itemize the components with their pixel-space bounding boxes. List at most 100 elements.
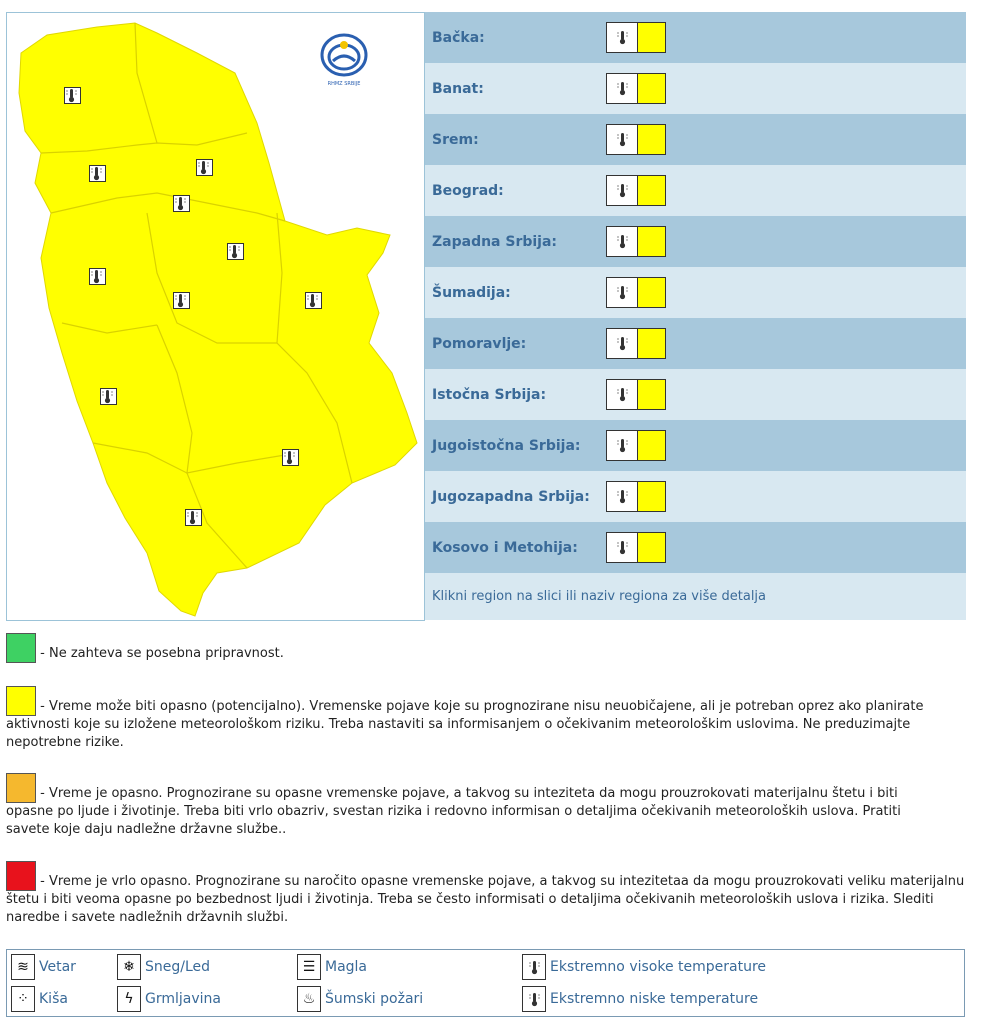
icon-glyph: ♨ [302, 991, 316, 1007]
legend-green-text: - Ne zahteva se posebna pripravnost. [40, 646, 284, 661]
region-label[interactable]: Istočna Srbija: [432, 386, 547, 403]
thermometer-hot-icon [607, 482, 638, 511]
warning-indicator[interactable] [606, 22, 666, 53]
warning-level-swatch [638, 176, 665, 205]
region-label[interactable]: Zapadna Srbija: [432, 233, 558, 250]
warning-level-swatch [638, 227, 665, 256]
region-label[interactable]: Srem: [432, 131, 479, 148]
icon-glyph: ϟ [124, 991, 134, 1007]
thermometer-hot-icon [607, 329, 638, 358]
warning-indicator[interactable] [606, 328, 666, 359]
icon-legend-label: Šumski požari [325, 991, 424, 1007]
thermometer-hot-icon[interactable] [173, 195, 190, 212]
thermometer-cold-icon [522, 986, 546, 1012]
warning-level-swatch [638, 380, 665, 409]
region-row[interactable]: Istočna Srbija: [425, 369, 966, 420]
thermometer-hot-icon[interactable] [196, 159, 213, 176]
warning-indicator[interactable] [606, 379, 666, 410]
thermometer-hot-icon[interactable] [173, 292, 190, 309]
icon-legend-label: Kiša [39, 991, 68, 1007]
region-row[interactable]: Jugoistočna Srbija: [425, 420, 966, 471]
warning-indicator[interactable] [606, 532, 666, 563]
thermometer-hot-icon[interactable] [185, 509, 202, 526]
fog-icon: ☰ [297, 954, 321, 980]
region-label[interactable]: Pomoravlje: [432, 335, 527, 352]
region-label[interactable]: Šumadija: [432, 284, 511, 301]
green-swatch [6, 633, 36, 663]
region-label[interactable]: Kosovo i Metohija: [432, 539, 578, 556]
region-row[interactable]: Srem: [425, 114, 966, 165]
region-row[interactable]: Pomoravlje: [425, 318, 966, 369]
icon-legend-label: Vetar [39, 959, 76, 975]
thermometer-hot-icon [607, 431, 638, 460]
region-row[interactable]: Šumadija: [425, 267, 966, 318]
region-label[interactable]: Jugoistočna Srbija: [432, 437, 581, 454]
warning-indicator[interactable] [606, 175, 666, 206]
map-outline[interactable] [18, 22, 418, 617]
rhmz-logo: RHMZ SRBIJE [319, 31, 369, 89]
orange-swatch [6, 773, 36, 803]
serbia-warning-map[interactable]: RHMZ SRBIJE [6, 12, 425, 621]
icon-glyph: ⁘ [17, 991, 29, 1007]
thermometer-hot-icon[interactable] [227, 243, 244, 260]
region-row[interactable]: Banat: [425, 63, 966, 114]
thermometer-hot-icon [607, 125, 638, 154]
legend-green: - Ne zahteva se posebna pripravnost. [6, 633, 966, 663]
icon-legend-item: Ekstremno niske temperature [522, 986, 758, 1012]
icon-legend: ≋ Vetar ❄ Sneg/Led ☰ Magla Ekstremno visoke te… [6, 949, 965, 1017]
region-row[interactable]: Kosovo i Metohija: [425, 522, 966, 573]
warning-indicator[interactable] [606, 481, 666, 512]
legend-yellow-text: - Vreme može biti opasno (potencijalno).… [6, 699, 924, 750]
region-row[interactable]: Jugozapadna Srbija: [425, 471, 966, 522]
wind-icon: ≋ [11, 954, 35, 980]
region-row[interactable]: Beograd: [425, 165, 966, 216]
legend-orange: - Vreme je opasno. Prognozirane su opasn… [6, 773, 936, 839]
warning-level-swatch [638, 23, 665, 52]
icon-legend-item: ⁘ Kiša [11, 986, 68, 1012]
svg-text:RHMZ SRBIJE: RHMZ SRBIJE [328, 81, 361, 87]
warning-level-swatch [638, 125, 665, 154]
thermometer-hot-icon[interactable] [89, 268, 106, 285]
icon-glyph: ≋ [17, 959, 29, 975]
thermometer-hot-icon[interactable] [282, 449, 299, 466]
region-label[interactable]: Beograd: [432, 182, 504, 199]
yellow-swatch [6, 686, 36, 716]
thermometer-hot-icon[interactable] [89, 165, 106, 182]
icon-legend-label: Grmljavina [145, 991, 221, 1007]
icon-legend-label: Sneg/Led [145, 959, 211, 975]
warning-indicator[interactable] [606, 124, 666, 155]
thermometer-hot-icon [607, 176, 638, 205]
region-hint: Klikni region na slici ili naziv regiona… [425, 573, 966, 620]
legend-red-text: - Vreme je vrlo opasno. Prognozirane su … [6, 874, 965, 925]
thermometer-hot-icon[interactable] [305, 292, 322, 309]
snowflake-icon: ❄ [117, 954, 141, 980]
rain-icon: ⁘ [11, 986, 35, 1012]
region-row[interactable]: Zapadna Srbija: [425, 216, 966, 267]
warning-indicator[interactable] [606, 430, 666, 461]
legend-orange-text: - Vreme je opasno. Prognozirane su opasn… [6, 786, 901, 837]
region-label[interactable]: Bačka: [432, 29, 485, 46]
region-row[interactable]: Bačka: [425, 12, 966, 63]
warning-level-swatch [638, 431, 665, 460]
forest-fire-icon: ♨ [297, 986, 321, 1012]
warning-indicator[interactable] [606, 73, 666, 104]
warning-indicator[interactable] [606, 226, 666, 257]
map-regions[interactable] [7, 13, 424, 620]
thermometer-hot-icon [607, 533, 638, 562]
thermometer-hot-icon [522, 954, 546, 980]
thermometer-hot-icon [607, 227, 638, 256]
warning-indicator[interactable] [606, 277, 666, 308]
thermometer-hot-icon[interactable] [64, 87, 81, 104]
region-label[interactable]: Banat: [432, 80, 484, 97]
icon-legend-item: ☰ Magla [297, 954, 367, 980]
icon-glyph: ❄ [123, 959, 135, 975]
lightning-icon: ϟ [117, 986, 141, 1012]
icon-legend-item: ♨ Šumski požari [297, 986, 423, 1012]
legend-red: - Vreme je vrlo opasno. Prognozirane su … [6, 861, 966, 927]
thermometer-hot-icon [607, 74, 638, 103]
region-label[interactable]: Jugozapadna Srbija: [432, 488, 590, 505]
thermometer-hot-icon[interactable] [100, 388, 117, 405]
thermometer-hot-icon [607, 278, 638, 307]
icon-legend-label: Ekstremno visoke temperature [550, 959, 767, 975]
icon-legend-item: ≋ Vetar [11, 954, 76, 980]
